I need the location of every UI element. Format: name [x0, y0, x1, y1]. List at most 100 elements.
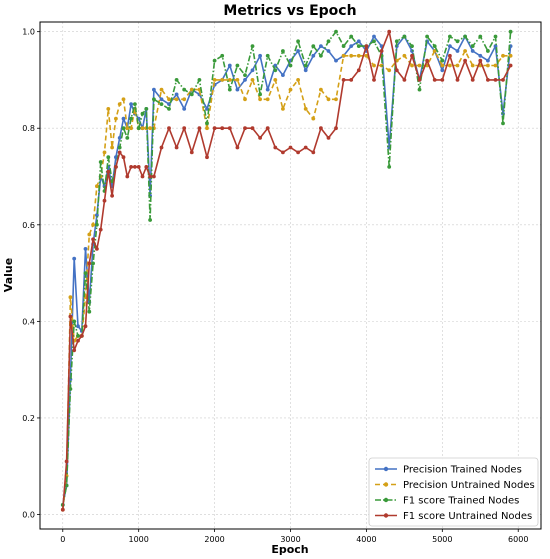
data-point: [227, 87, 232, 92]
data-point: [379, 49, 384, 53]
data-point: [303, 63, 308, 68]
data-point: [174, 145, 179, 150]
data-point: [91, 261, 95, 266]
data-point: [83, 324, 88, 329]
data-point: [68, 295, 73, 300]
data-point: [83, 247, 88, 251]
data-point: [182, 97, 187, 102]
data-point: [319, 126, 323, 131]
data-point: [341, 53, 346, 58]
data-point: [440, 58, 445, 63]
data-point: [334, 126, 338, 131]
data-point: [265, 87, 270, 92]
data-point: [319, 44, 323, 48]
data-point: [117, 150, 122, 155]
data-point: [159, 145, 164, 150]
data-point: [493, 63, 498, 68]
data-point: [72, 256, 77, 261]
data-point: [281, 73, 285, 77]
data-point: [243, 73, 247, 77]
data-point: [311, 44, 316, 48]
data-point: [144, 165, 149, 169]
data-point: [235, 63, 240, 68]
x-tick-label: 5000: [432, 535, 452, 544]
data-point: [463, 34, 467, 39]
data-point: [501, 121, 505, 126]
data-point: [76, 324, 80, 329]
data-point: [410, 63, 414, 68]
data-point: [394, 68, 399, 73]
data-point: [167, 97, 171, 102]
data-point: [121, 116, 126, 121]
data-point: [152, 87, 156, 92]
series-line: [62, 30, 512, 510]
data-point: [64, 459, 69, 464]
data-point: [129, 102, 134, 106]
data-point: [110, 193, 114, 198]
data-point: [197, 78, 202, 82]
series-lines: [60, 29, 513, 512]
data-point: [486, 78, 490, 82]
data-point: [470, 49, 475, 53]
data-point: [95, 222, 99, 227]
data-point: [205, 121, 209, 126]
data-point: [60, 507, 65, 512]
data-point: [250, 78, 255, 82]
data-point: [110, 179, 114, 184]
data-point: [250, 126, 255, 131]
data-point: [470, 63, 475, 68]
data-point: [159, 97, 164, 102]
data-point: [273, 68, 278, 73]
legend-marker: [383, 466, 389, 472]
data-point: [205, 126, 209, 131]
data-point: [410, 44, 414, 48]
data-point: [189, 92, 194, 97]
data-point: [281, 107, 285, 111]
data-point: [136, 165, 141, 169]
data-point: [402, 53, 407, 58]
y-tick-label: 1.0: [22, 28, 35, 37]
data-point: [478, 53, 483, 58]
data-point: [205, 155, 209, 160]
data-point: [326, 49, 331, 53]
y-tick-label: 0.6: [22, 221, 35, 230]
data-point: [486, 63, 490, 68]
data-point: [235, 87, 240, 92]
data-point: [91, 222, 95, 227]
data-point: [148, 126, 153, 131]
data-point: [303, 107, 308, 111]
data-point: [174, 78, 179, 82]
data-point: [478, 34, 483, 39]
data-point: [182, 126, 187, 131]
data-point: [220, 78, 225, 82]
data-point: [448, 53, 452, 58]
data-point: [212, 126, 217, 131]
data-point: [140, 126, 145, 131]
data-point: [106, 155, 111, 160]
series-4: [60, 29, 513, 512]
data-point: [220, 126, 225, 131]
data-point: [64, 483, 69, 488]
data-point: [432, 44, 437, 48]
data-point: [106, 169, 111, 174]
data-point: [110, 145, 114, 150]
data-point: [303, 68, 308, 73]
data-point: [121, 97, 126, 102]
data-point: [117, 136, 122, 140]
data-point: [349, 78, 354, 82]
data-point: [235, 145, 240, 150]
data-point: [258, 136, 262, 140]
data-point: [125, 174, 130, 179]
data-point: [265, 97, 270, 102]
data-point: [288, 87, 293, 92]
data-point: [432, 78, 437, 82]
data-point: [349, 44, 354, 48]
gridlines: [40, 22, 541, 529]
data-point: [334, 29, 338, 34]
legend-box: [368, 457, 539, 527]
data-point: [288, 63, 293, 68]
data-point: [95, 184, 99, 189]
data-point: [501, 53, 505, 58]
data-point: [102, 198, 107, 203]
data-point: [121, 155, 126, 160]
